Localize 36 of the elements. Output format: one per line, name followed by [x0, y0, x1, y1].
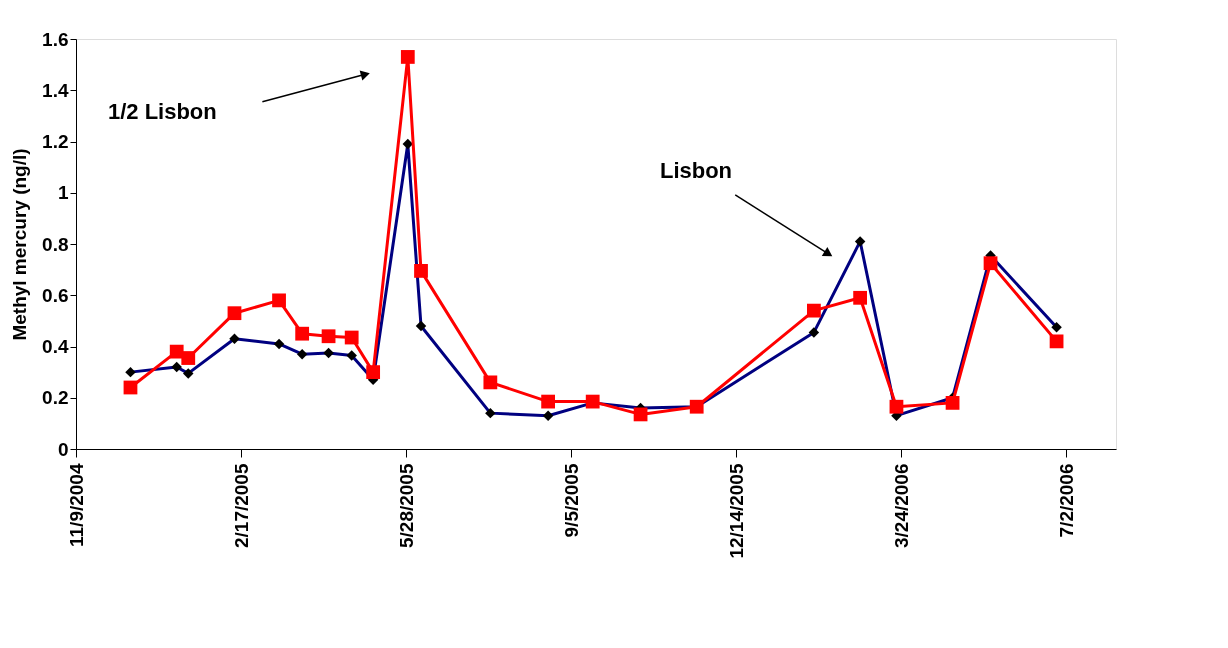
- point: [541, 394, 556, 409]
- point: [414, 264, 428, 278]
- point: [344, 330, 359, 345]
- point: [807, 303, 821, 318]
- point: [321, 329, 336, 344]
- y-tick-label: 0.8: [42, 233, 69, 255]
- x-tick-label: 7/2/2006: [1055, 463, 1077, 538]
- point: [227, 306, 242, 321]
- point: [272, 293, 286, 308]
- point: [853, 290, 868, 305]
- x-tick-label: 3/24/2006: [890, 463, 912, 549]
- point: [400, 50, 415, 64]
- y-tick-label: 1: [57, 182, 69, 204]
- y-tick-label: 0.6: [42, 284, 69, 306]
- x-tick-label: 12/14/2005: [725, 463, 747, 559]
- y-tick-label: 0.4: [42, 336, 69, 357]
- point: [483, 375, 498, 390]
- x-tick-label: 2/17/2005: [230, 463, 252, 549]
- x-tick-label: 11/9/2004: [65, 463, 87, 547]
- point: [295, 326, 310, 341]
- point: [181, 351, 196, 365]
- annotation: Lisbon: [659, 158, 733, 184]
- x-tick-label: 9/5/2005: [560, 463, 582, 538]
- y-axis-title: Methyl mercury (ng/l): [9, 148, 31, 341]
- y-tick-label: 0.2: [42, 387, 69, 409]
- y-tick-label: 1.6: [42, 28, 69, 50]
- point: [983, 256, 998, 271]
- point: [366, 365, 381, 380]
- point: [889, 399, 904, 414]
- point: [1049, 334, 1064, 349]
- x-tick-label: 5/28/2005: [395, 463, 417, 549]
- y-tick-label: 0: [57, 438, 69, 460]
- y-tick-label: 1.2: [42, 131, 69, 152]
- point: [945, 395, 960, 410]
- annotation: 1/2 Lisbon: [107, 98, 217, 124]
- y-tick-label: 1.4: [42, 79, 69, 101]
